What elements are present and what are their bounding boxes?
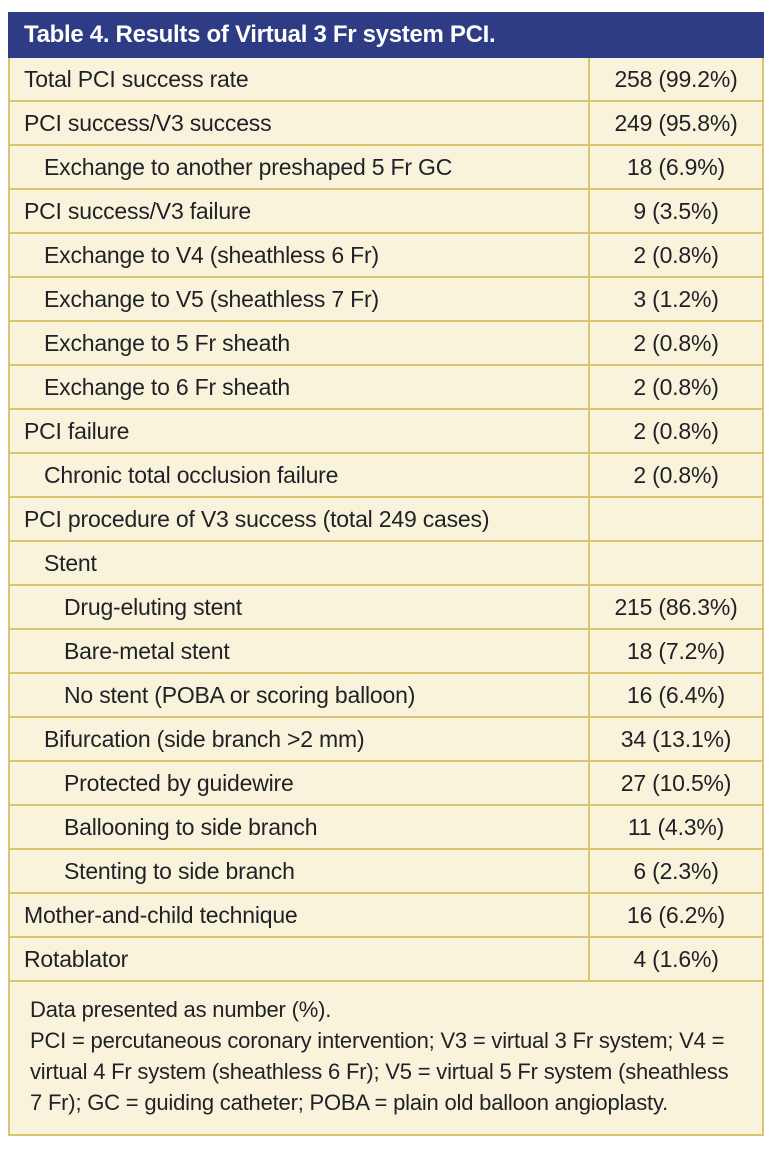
row-label: Chronic total occlusion failure (10, 454, 590, 496)
row-label: Stent (10, 542, 590, 584)
row-label: Mother-and-child technique (10, 894, 590, 936)
table-title: Table 4. Results of Virtual 3 Fr system … (24, 21, 496, 48)
table-row: PCI success/V3 failure 9 (3.5%) (10, 190, 762, 234)
row-value: 2 (0.8%) (633, 329, 719, 356)
row-value: 3 (1.2%) (633, 285, 719, 312)
row-value (590, 542, 762, 584)
row-label: PCI procedure of V3 success (total 249 c… (10, 498, 590, 540)
row-value: 27 (10.5%) (620, 769, 732, 796)
row-value: 16 (6.2%) (627, 901, 725, 928)
table-row: Protected by guidewire 27 (10.5%) (10, 762, 762, 806)
row-label: PCI failure (10, 410, 590, 452)
row-value: 2 (0.8%) (633, 461, 719, 488)
row-value: 249 (95.8%) (614, 109, 738, 136)
row-value: 2 (0.8%) (633, 373, 719, 400)
row-value: 4 (1.6%) (633, 945, 719, 972)
row-label: Exchange to V4 (sheathless 6 Fr) (10, 234, 590, 276)
row-label: Stenting to side branch (10, 850, 590, 892)
row-label: Rotablator (10, 938, 590, 980)
table-title-bar: Table 4. Results of Virtual 3 Fr system … (8, 12, 764, 58)
row-label: Exchange to V5 (sheathless 7 Fr) (10, 278, 590, 320)
row-label: Exchange to another preshaped 5 Fr GC (10, 146, 590, 188)
table-row: Drug-eluting stent 215 (86.3%) (10, 586, 762, 630)
row-value (590, 498, 762, 540)
row-value: 258 (99.2%) (614, 65, 738, 92)
table-4-card: Table 4. Results of Virtual 3 Fr system … (8, 12, 764, 1136)
row-label: No stent (POBA or scoring balloon) (10, 674, 590, 716)
table-rows: Total PCI success rate 258 (99.2%) PCI s… (10, 58, 762, 982)
footnote-line-data-presented: Data presented as number (%). (30, 997, 332, 1022)
table-row: Mother-and-child technique 16 (6.2%) (10, 894, 762, 938)
table-row: Exchange to 6 Fr sheath 2 (0.8%) (10, 366, 762, 410)
row-value: 16 (6.4%) (627, 681, 725, 708)
table-row: Exchange to V5 (sheathless 7 Fr) 3 (1.2%… (10, 278, 762, 322)
row-value: 18 (6.9%) (627, 153, 725, 180)
row-label: PCI success/V3 success (10, 102, 590, 144)
table-row: Stenting to side branch 6 (2.3%) (10, 850, 762, 894)
table-row: Rotablator 4 (1.6%) (10, 938, 762, 982)
row-value: 2 (0.8%) (633, 417, 719, 444)
table-row: PCI failure 2 (0.8%) (10, 410, 762, 454)
table-row: PCI procedure of V3 success (total 249 c… (10, 498, 762, 542)
row-value: 2 (0.8%) (633, 241, 719, 268)
row-label: PCI success/V3 failure (10, 190, 590, 232)
row-label: Bifurcation (side branch >2 mm) (10, 718, 590, 760)
row-label: Protected by guidewire (10, 762, 590, 804)
row-label: Exchange to 6 Fr sheath (10, 366, 590, 408)
row-value: 18 (7.2%) (627, 637, 725, 664)
row-label: Exchange to 5 Fr sheath (10, 322, 590, 364)
row-value: 6 (2.3%) (633, 857, 719, 884)
table-row: Chronic total occlusion failure 2 (0.8%) (10, 454, 762, 498)
table-row: Ballooning to side branch 11 (4.3%) (10, 806, 762, 850)
row-value: 11 (4.3%) (627, 813, 725, 840)
table-row: Total PCI success rate 258 (99.2%) (10, 58, 762, 102)
row-label: Total PCI success rate (10, 58, 590, 100)
table-row: Exchange to another preshaped 5 Fr GC 18… (10, 146, 762, 190)
row-label: Bare-metal stent (10, 630, 590, 672)
table-row: Exchange to V4 (sheathless 6 Fr) 2 (0.8%… (10, 234, 762, 278)
table-row: Exchange to 5 Fr sheath 2 (0.8%) (10, 322, 762, 366)
table-row: Bare-metal stent 18 (7.2%) (10, 630, 762, 674)
row-label: Ballooning to side branch (10, 806, 590, 848)
table-body: Total PCI success rate 258 (99.2%) PCI s… (8, 58, 764, 1136)
table-row: No stent (POBA or scoring balloon) 16 (6… (10, 674, 762, 718)
table-footnote: Data presented as number (%). PCI = perc… (10, 982, 762, 1134)
table-row: Bifurcation (side branch >2 mm) 34 (13.1… (10, 718, 762, 762)
row-value: 215 (86.3%) (614, 593, 738, 620)
row-label: Drug-eluting stent (10, 586, 590, 628)
row-value: 9 (3.5%) (633, 197, 719, 224)
table-row: Stent (10, 542, 762, 586)
table-row: PCI success/V3 success 249 (95.8%) (10, 102, 762, 146)
row-value: 34 (13.1%) (620, 725, 732, 752)
footnote-abbreviations: PCI = percutaneous coronary intervention… (30, 1028, 729, 1115)
